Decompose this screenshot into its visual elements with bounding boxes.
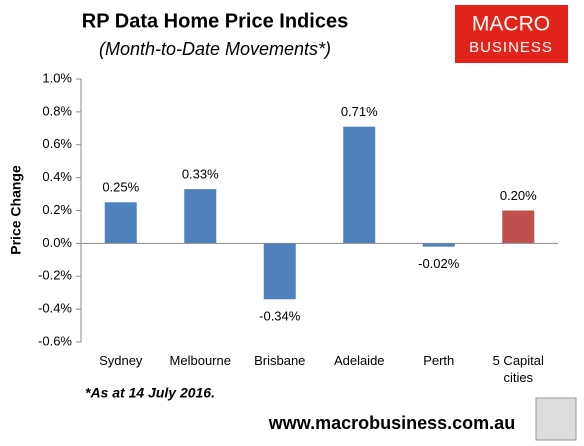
- bar: [184, 189, 217, 244]
- bar: [104, 202, 137, 244]
- bar: [422, 243, 455, 247]
- y-tick-label: 0.0%: [42, 235, 72, 250]
- logo-icon: [535, 397, 577, 441]
- data-label: 0.20%: [500, 188, 537, 203]
- y-tick-label: -0.6%: [38, 333, 72, 348]
- y-tick-label: -0.4%: [38, 301, 72, 316]
- y-tick-label: 0.2%: [42, 202, 72, 217]
- data-label: -0.02%: [418, 256, 460, 271]
- source: www.macrobusiness.com.au: [268, 413, 515, 433]
- data-label: 0.71%: [341, 104, 378, 119]
- x-tick-label: Adelaide: [333, 353, 385, 368]
- y-tick-label: 1.0%: [42, 70, 72, 85]
- bar: [263, 243, 296, 300]
- y-tick-label: 0.6%: [42, 136, 72, 151]
- data-label: 0.33%: [182, 167, 219, 182]
- logo-box: [455, 5, 568, 63]
- footnote: *As at 14 July 2016.: [85, 385, 215, 401]
- x-tick-label: Brisbane: [254, 353, 306, 368]
- chart-title: RP Data Home Price Indices: [82, 10, 348, 32]
- logo-text: MACRO: [472, 13, 550, 36]
- x-tick-label: 5 Capital cities: [492, 353, 544, 385]
- x-tick-label: Perth: [423, 353, 455, 368]
- y-tick-label: -0.2%: [38, 268, 72, 283]
- y-axis-label: Price Change: [8, 165, 24, 255]
- y-tick-label: 0.4%: [42, 169, 72, 184]
- data-label: 0.25%: [102, 180, 139, 195]
- logo-text: BUSINESS: [469, 39, 553, 56]
- x-tick-label: Melbourne: [169, 353, 231, 368]
- y-tick-label: 0.8%: [42, 103, 72, 118]
- bar: [502, 210, 535, 244]
- bar: [343, 126, 376, 244]
- x-tick-label: Sydney: [99, 353, 143, 368]
- data-label: -0.34%: [259, 309, 301, 324]
- chart-subtitle: (Month-to-Date Movements*): [99, 39, 331, 59]
